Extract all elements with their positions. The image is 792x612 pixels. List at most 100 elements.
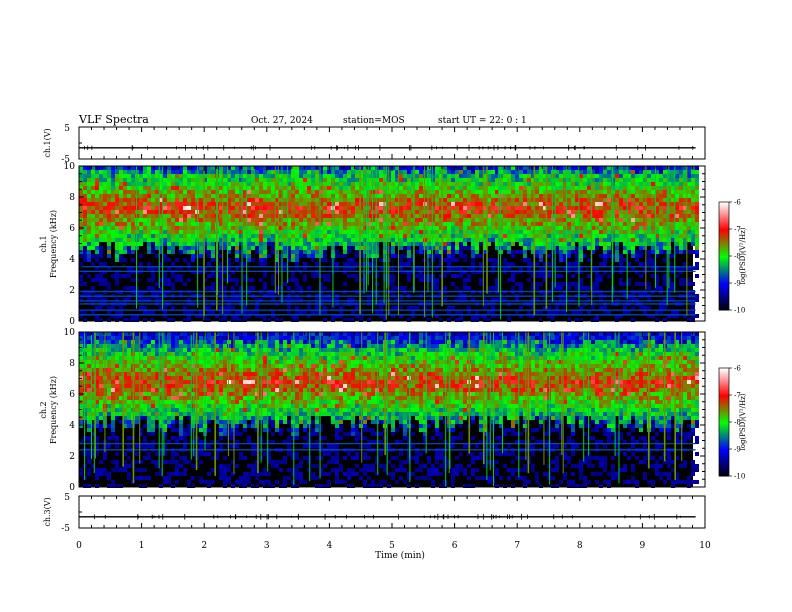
spectrogram-cell — [551, 226, 555, 230]
colorbar-segment — [719, 207, 729, 210]
spectrogram-cell — [143, 230, 147, 234]
spectrogram-cell — [175, 222, 179, 226]
spectrogram-cell — [539, 198, 543, 202]
spectrogram-cell — [339, 222, 343, 226]
spectrogram-cell — [151, 238, 155, 242]
spectrogram-cell — [123, 174, 127, 178]
spectrogram-cell — [231, 190, 235, 194]
spectrogram-cell — [123, 178, 127, 182]
spectrogram-cell — [679, 210, 683, 214]
spectrogram-cell — [659, 238, 663, 242]
spectrogram-cell — [175, 198, 179, 202]
spectrogram-cell — [107, 282, 111, 286]
spectrogram-cell — [359, 186, 363, 190]
spectrogram-cell — [483, 202, 487, 206]
spectrogram-cell — [139, 306, 143, 310]
spectrogram-cell — [651, 166, 655, 170]
spectrogram-cell — [283, 230, 287, 234]
spectrogram-cell — [267, 166, 271, 170]
spectrogram-cell — [139, 178, 143, 182]
spectrogram-cell — [679, 238, 683, 242]
spectrogram-cell — [91, 238, 95, 242]
spectrogram-cell — [227, 210, 231, 214]
spectrogram-cell — [131, 242, 135, 246]
spectrogram-cell — [531, 238, 535, 242]
spectrogram-cell — [167, 198, 171, 202]
spectrogram-cell — [555, 266, 559, 270]
spectrogram-cell — [95, 178, 99, 182]
spectrogram-cell — [383, 274, 387, 278]
spectrogram-cell — [531, 306, 535, 310]
spectrogram-cell — [267, 206, 271, 210]
spectrogram-cell — [419, 198, 423, 202]
spectrogram-cell — [487, 202, 491, 206]
spectrogram-cell — [343, 230, 347, 234]
spectrogram-cell — [79, 230, 83, 234]
spectrogram-cell — [403, 174, 407, 178]
spectrogram-cell — [211, 286, 215, 290]
spectrogram-cell — [227, 222, 231, 226]
spectrogram-cell — [107, 254, 111, 258]
spectrogram-cell — [139, 218, 143, 222]
spectrogram-cell — [275, 174, 279, 178]
spectrogram-cell — [147, 214, 151, 218]
spectrogram-cell — [83, 166, 87, 170]
spectrogram-cell — [211, 246, 215, 250]
spectrogram-cell — [631, 198, 635, 202]
spectrogram-cell — [315, 226, 319, 230]
spectrogram-cell — [631, 254, 635, 258]
spectrogram-cell — [623, 170, 627, 174]
spectrogram-cell — [635, 242, 639, 246]
spectrogram-cell — [679, 182, 683, 186]
spectrogram-cell — [379, 230, 383, 234]
spectrogram-cell — [95, 468, 99, 472]
spectrogram-cell — [651, 186, 655, 190]
spectrogram-cell — [139, 210, 143, 214]
spectrogram-cell — [87, 364, 91, 368]
spectrogram-cell — [671, 282, 675, 286]
spectrogram-cell — [691, 166, 695, 170]
spectrogram-cell — [247, 194, 251, 198]
spectrogram-cell — [439, 242, 443, 246]
spectrogram-cell — [495, 202, 499, 206]
spectrogram-cell — [339, 170, 343, 174]
spectrogram-cell — [143, 174, 147, 178]
spectrogram-cell — [103, 456, 107, 460]
spectrogram-cell — [575, 254, 579, 258]
spectrogram-cell — [583, 178, 587, 182]
spectrogram-cell — [87, 392, 91, 396]
spectrogram-cell — [471, 262, 475, 266]
spectrogram-cell — [603, 226, 607, 230]
spectrogram-cell — [307, 250, 311, 254]
spectrogram-cell — [455, 242, 459, 246]
spectrogram-cell — [199, 310, 203, 314]
spectrogram-cell — [159, 218, 163, 222]
spectrogram-cell — [131, 234, 135, 238]
spectrogram-cell — [95, 452, 99, 456]
spectrogram-cell — [543, 198, 547, 202]
spectrogram-cell — [471, 202, 475, 206]
spectrogram-cell — [491, 190, 495, 194]
spectrogram-cell — [543, 278, 547, 282]
spectrogram-cell — [107, 408, 111, 412]
spectrogram-cell — [603, 238, 607, 242]
spectrogram-cell — [279, 254, 283, 258]
spectrogram-cell — [79, 254, 83, 258]
spectrogram-cell — [583, 254, 587, 258]
spectrogram-cell — [247, 250, 251, 254]
spectrogram-cell — [531, 210, 535, 214]
spectrogram-cell — [695, 242, 699, 246]
spectrogram-cell — [151, 182, 155, 186]
spectrogram-cell — [591, 250, 595, 254]
spectrogram-cell — [655, 214, 659, 218]
spectrogram-cell — [299, 238, 303, 242]
spectrogram-cell — [359, 226, 363, 230]
spectrogram-cell — [267, 230, 271, 234]
spectrogram-cell — [555, 202, 559, 206]
spectrogram-cell — [251, 242, 255, 246]
spectrogram-cell — [643, 310, 647, 314]
spectrogram-cell — [203, 242, 207, 246]
spectrogram-cell — [163, 202, 167, 206]
spectrogram-cell — [447, 174, 451, 178]
spectrogram-cell — [503, 218, 507, 222]
